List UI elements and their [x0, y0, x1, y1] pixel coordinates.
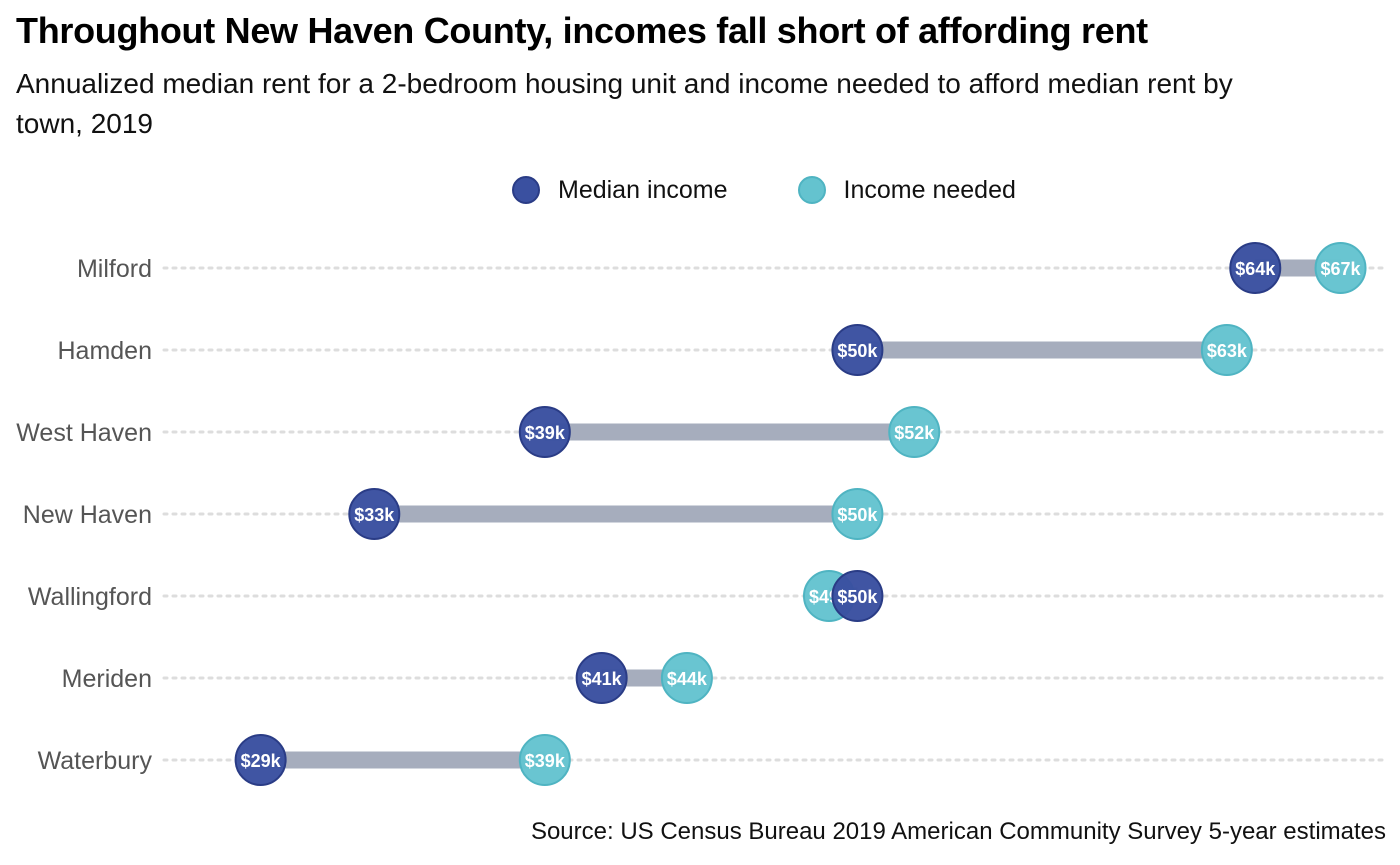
legend-item-income-needed: Income needed	[797, 175, 1016, 205]
town-label-wallingford: Wallingford	[28, 583, 152, 611]
median-income-dot-waterbury	[234, 734, 287, 786]
median-income-swatch	[512, 176, 540, 204]
median-income-label-waterbury: $29k	[241, 751, 282, 771]
income-needed-dot-waterbury	[518, 734, 571, 786]
median-income-dot-milford	[1229, 242, 1282, 294]
income-needed-dot-hamden	[1200, 324, 1253, 376]
income-needed-dot-new-haven	[831, 488, 884, 540]
income-needed-dot-west-haven	[888, 406, 941, 458]
income-needed-label-milford: $67k	[1321, 259, 1362, 279]
median-income-label-meriden: $41k	[582, 669, 623, 689]
median-income-dot-new-haven	[348, 488, 401, 540]
median-income-dot-meriden	[575, 652, 628, 704]
legend-item-median-income: Median income	[512, 176, 728, 205]
town-label-new-haven: New Haven	[23, 501, 152, 529]
town-label-milford: Milford	[77, 255, 152, 283]
town-label-hamden: Hamden	[58, 337, 153, 365]
income-needed-label-new-haven: $50k	[837, 505, 878, 525]
median-income-label-wallingford: $50k	[837, 587, 878, 607]
median-income-dot-hamden	[831, 324, 884, 376]
income-needed-label-waterbury: $39k	[525, 751, 566, 771]
median-income-label-hamden: $50k	[837, 341, 878, 361]
town-label-west-haven: West Haven	[16, 419, 152, 447]
income-needed-dot-meriden	[660, 652, 713, 704]
legend-label-median-income: Median income	[558, 175, 728, 204]
legend: Median income Income needed	[512, 172, 1086, 208]
chart-subtitle: Annualized median rent for a 2-bedroom h…	[16, 68, 1233, 139]
income-needed-label-hamden: $63k	[1207, 341, 1248, 361]
income-needed-dot-milford	[1314, 242, 1367, 294]
chart-title: Throughout New Haven County, incomes fal…	[16, 10, 1148, 51]
median-income-dot-wallingford	[831, 570, 884, 622]
town-label-waterbury: Waterbury	[38, 747, 153, 775]
median-income-dot-west-haven	[518, 406, 571, 458]
income-needed-label-west-haven: $52k	[894, 423, 935, 443]
median-income-label-west-haven: $39k	[525, 423, 566, 443]
median-income-label-new-haven: $33k	[354, 505, 395, 525]
income-needed-swatch	[797, 176, 826, 204]
source-note: Source: US Census Bureau 2019 American C…	[530, 818, 1386, 845]
legend-label-income-needed: Income needed	[843, 175, 1016, 204]
town-label-meriden: Meriden	[62, 665, 152, 693]
median-income-label-milford: $64k	[1235, 259, 1276, 279]
income-needed-label-meriden: $44k	[667, 669, 708, 689]
